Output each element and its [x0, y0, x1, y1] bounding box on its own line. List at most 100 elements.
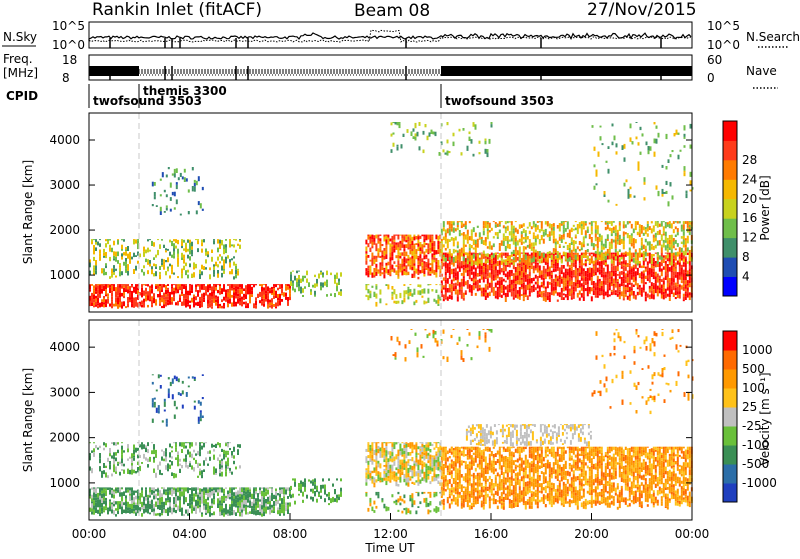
heat-cell	[687, 241, 689, 244]
heat-cell	[201, 515, 203, 517]
heat-cell	[531, 247, 533, 251]
heat-cell	[613, 221, 615, 223]
heat-cell	[501, 285, 503, 290]
heat-cell	[371, 261, 373, 266]
heat-cell	[405, 244, 407, 248]
heat-cell	[235, 492, 237, 496]
heat-cell	[611, 264, 613, 267]
heat-cell	[637, 222, 639, 225]
heat-cell	[245, 285, 247, 290]
heat-cell	[135, 297, 137, 301]
heat-cell	[659, 224, 661, 227]
heat-cell	[123, 262, 125, 266]
heat-cell	[413, 128, 415, 131]
heat-cell	[629, 295, 631, 297]
heat-cell	[371, 455, 373, 459]
heat-cell	[429, 274, 431, 276]
heat-cell	[149, 250, 151, 252]
heat-cell	[575, 264, 577, 268]
heat-cell	[453, 257, 455, 260]
heat-cell	[383, 469, 385, 471]
heat-cell	[225, 239, 227, 241]
heat-cell	[598, 152, 600, 157]
heat-cell	[265, 487, 267, 488]
heat-cell	[131, 509, 133, 513]
heat-cell	[393, 289, 395, 294]
freq-label-line2: [MHz]	[3, 66, 38, 80]
heat-cell	[511, 230, 513, 235]
heat-cell	[105, 506, 107, 509]
heat-cell	[567, 226, 569, 229]
heat-cell	[653, 258, 655, 262]
heat-cell	[479, 141, 481, 144]
heat-cell	[445, 229, 447, 233]
heat-cell	[304, 482, 306, 487]
heat-cell	[685, 277, 687, 281]
heat-cell	[623, 225, 625, 229]
heat-cell	[199, 445, 201, 447]
heat-cell	[159, 297, 161, 300]
heat-cell	[585, 223, 587, 225]
heat-cell	[541, 295, 543, 297]
heat-cell	[233, 239, 235, 240]
heat-cell	[269, 509, 271, 514]
heat-cell	[495, 222, 497, 224]
heat-cell	[255, 491, 257, 494]
heat-cell	[279, 294, 281, 299]
heat-cell	[169, 460, 171, 462]
heat-cell	[175, 510, 177, 513]
heat-cell	[105, 263, 107, 265]
heat-cell	[171, 492, 173, 496]
heat-cell	[121, 446, 123, 450]
heat-cell	[569, 248, 571, 253]
heat-cell	[483, 266, 485, 269]
heat-cell	[191, 496, 193, 501]
heat-cell	[557, 263, 559, 267]
heat-cell	[599, 252, 601, 255]
heat-cell	[527, 227, 529, 229]
heat-cell	[253, 499, 255, 503]
heat-cell	[328, 478, 330, 480]
heat-cell	[539, 294, 541, 297]
heat-cell	[215, 468, 217, 473]
heat-cell	[125, 507, 127, 510]
heat-cell	[666, 191, 668, 194]
heat-cell	[627, 265, 629, 267]
heat-cell	[601, 240, 603, 245]
heat-cell	[125, 251, 127, 256]
heat-cell	[523, 295, 525, 299]
heat-cell	[93, 249, 95, 254]
heat-cell	[101, 494, 103, 498]
heat-cell	[229, 497, 231, 499]
heat-cell	[107, 299, 109, 304]
heat-cell	[569, 282, 571, 286]
heat-cell	[227, 303, 229, 307]
heat-cell	[247, 498, 249, 502]
heat-cell	[381, 448, 383, 453]
heat-cell	[587, 291, 589, 296]
heat-cell	[183, 298, 185, 300]
heat-cell	[245, 290, 247, 294]
heat-cell	[443, 263, 445, 267]
heat-cell	[481, 294, 483, 297]
heat-cell	[151, 490, 153, 495]
heat-cell	[229, 299, 231, 304]
heat-cell	[141, 442, 143, 444]
heat-cell	[429, 132, 431, 136]
heat-cell	[637, 272, 639, 275]
heat-cell	[261, 299, 263, 301]
heat-cell	[437, 236, 439, 241]
heat-cell	[419, 242, 421, 244]
heat-cell	[103, 463, 105, 468]
heat-cell	[595, 244, 597, 246]
heat-cell	[409, 265, 411, 270]
heat-cell	[481, 237, 483, 239]
heat-cell	[575, 249, 577, 253]
heat-cell	[623, 278, 625, 283]
heat-cell	[251, 287, 253, 290]
heat-cell	[451, 224, 453, 228]
heat-cell	[123, 502, 125, 505]
heat-cell	[399, 264, 401, 266]
heat-cell	[599, 279, 601, 282]
